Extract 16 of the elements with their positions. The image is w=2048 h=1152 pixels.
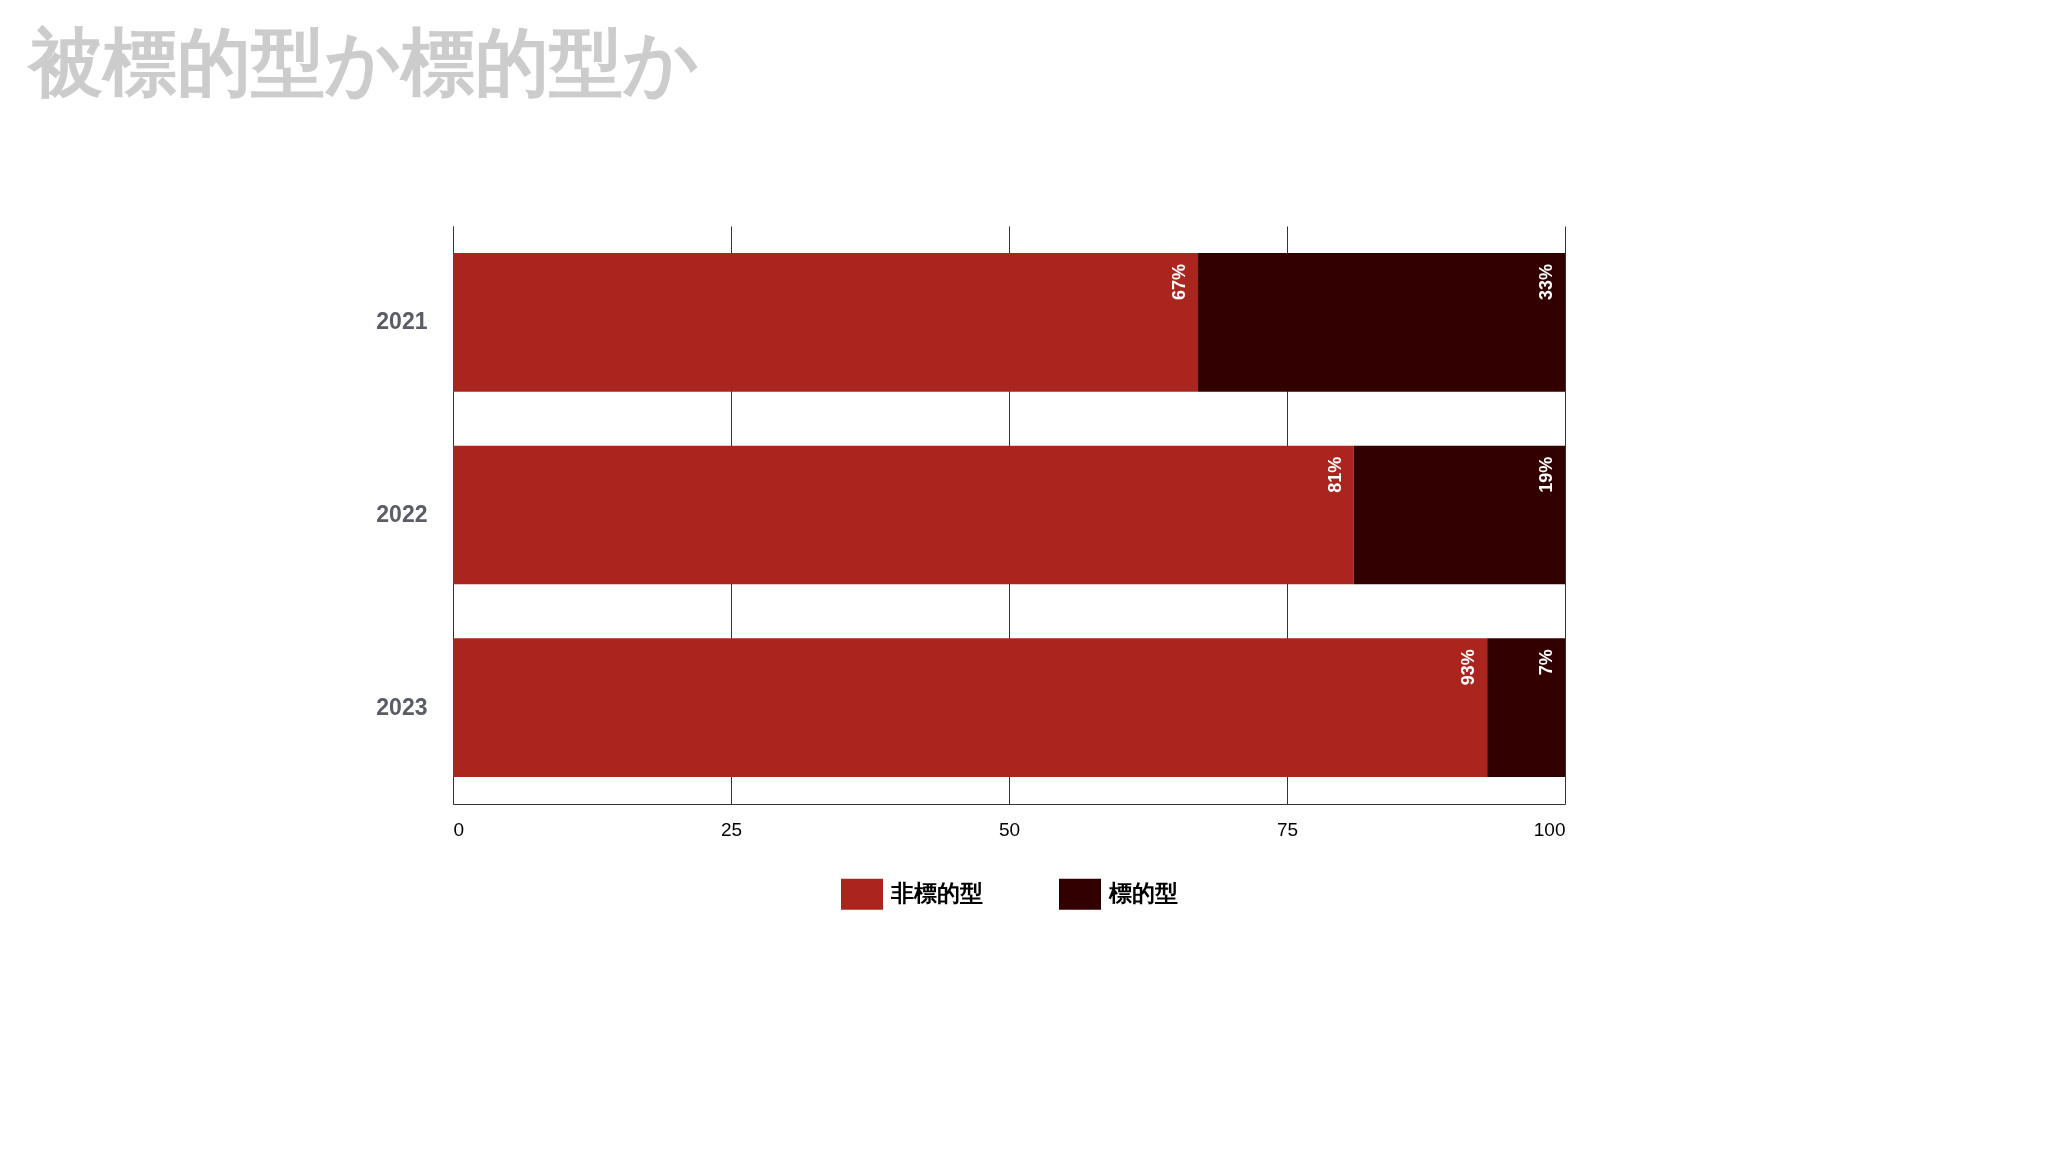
x-tick-label: 25 <box>720 818 743 840</box>
data-label: 19% <box>1536 456 1556 493</box>
y-tick-label: 2022 <box>376 501 428 527</box>
y-tick-label: 2021 <box>376 308 428 335</box>
data-label: 33% <box>1536 263 1556 300</box>
data-label: 93% <box>1458 649 1479 686</box>
legend-label: 非標的型 <box>890 880 983 907</box>
legend-label: 標的型 <box>1108 880 1178 907</box>
data-label: 81% <box>1324 456 1345 493</box>
x-tick-label: 50 <box>998 818 1021 840</box>
y-tick-label: 2023 <box>376 693 428 720</box>
x-tick-label: 100 <box>1533 818 1566 840</box>
data-label: 7% <box>1536 649 1556 676</box>
x-tick-label: 75 <box>1276 818 1299 840</box>
data-label: 67% <box>1169 263 1190 300</box>
x-tick-label: 0 <box>453 818 465 840</box>
